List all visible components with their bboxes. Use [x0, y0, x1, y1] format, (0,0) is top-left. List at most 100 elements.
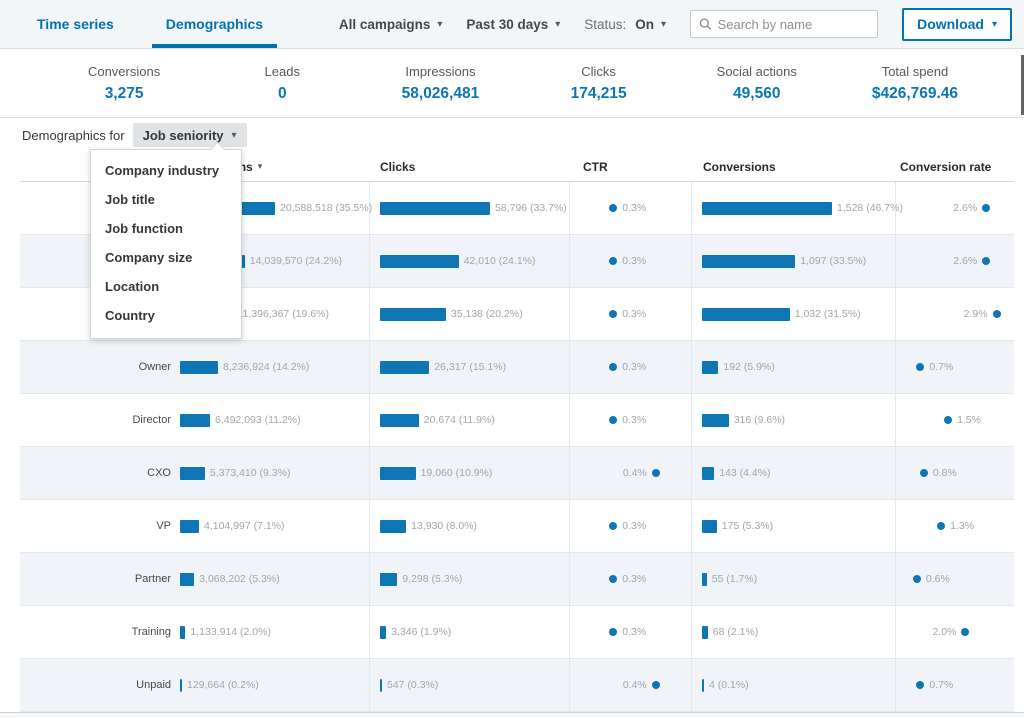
ctr-value: 0.3% [622, 202, 647, 214]
tab-demographics[interactable]: Demographics [151, 0, 278, 48]
status-dropdown[interactable]: Status: On ▾ [584, 17, 666, 32]
summary-stats-row: Conversions 3,275 Leads 0 Impressions 58… [0, 49, 1024, 118]
table-row: VP 4,104,997 (7.1%) 13,930 (8.0%) 0.3% 175 (… [20, 500, 1014, 553]
conversions: 316 (9.6%) [692, 394, 896, 446]
conversions-value: 192 (5.9%) [723, 361, 775, 373]
column-header-conversion-rate[interactable]: Conversion rate [900, 159, 992, 174]
impressions-value: 6,492,093 (11.2%) [215, 414, 301, 426]
clicks: 9,298 (5.3%) [370, 553, 570, 605]
clicks-bar [380, 413, 419, 427]
conversion-rate: 2.9% [896, 288, 1014, 340]
conversions-bar [702, 519, 717, 533]
status-value: On [635, 16, 655, 32]
ctr-value: 0.3% [622, 520, 647, 532]
ctr-value: 0.3% [622, 573, 647, 585]
menu-item-company-industry[interactable]: Company industry [105, 163, 220, 178]
column-header-conversions[interactable]: Conversions [703, 159, 776, 174]
conversions-value: 316 (9.6%) [733, 414, 786, 426]
stat-value: $426,769.46 [871, 84, 959, 102]
impressions-value: 20,588,518 (35.5%) [280, 202, 373, 214]
conversions-bar [702, 201, 832, 215]
impressions-bar [180, 678, 182, 692]
stat-total-spend: Total spend $426,769.46 [836, 64, 994, 103]
conversion-rate: 2.0% [896, 606, 1014, 658]
menu-item-country[interactable]: Country [105, 308, 155, 323]
impressions-bar [180, 413, 210, 427]
column-header-ctr[interactable]: CTR [583, 159, 608, 174]
clicks-value: 58,796 (33.7%) [495, 202, 567, 214]
segment-impressions-cell: Unpaid 129,664 (0.2%) [20, 659, 370, 711]
clicks-value: 13,930 (8.0%) [411, 520, 478, 532]
date-range-dropdown[interactable]: Past 30 days ▾ [466, 17, 560, 32]
conversions: 1,097 (33.5%) [692, 235, 896, 287]
search-input[interactable] [717, 16, 870, 32]
clicks-bar [380, 678, 382, 692]
stat-clicks: Clicks 174,215 [520, 64, 678, 103]
ctr-value: 0.3% [622, 414, 647, 426]
segment-label: Training [131, 626, 171, 638]
clicks-value: 26,317 (15.1%) [434, 361, 507, 373]
stat-label: Total spend [881, 63, 949, 79]
ctr: 0.3% [570, 288, 692, 340]
download-label: Download [917, 16, 984, 32]
menu-item-job-function[interactable]: Job function [105, 221, 183, 236]
segment-label: Partner [134, 573, 171, 585]
ctr-value: 0.3% [622, 308, 647, 320]
bottom-divider [0, 712, 1024, 718]
conversions-value: 1,097 (33.5%) [800, 255, 867, 267]
ctr-dot [609, 363, 618, 371]
download-button[interactable]: Download ▾ [902, 7, 1012, 41]
impressions-value: 1,133,914 (2.0%) [190, 626, 271, 638]
conversions-bar [702, 413, 729, 427]
clicks-value: 19,060 (10.9%) [420, 467, 493, 479]
stat-value: 174,215 [570, 84, 627, 102]
table-row: CXO 5,373,410 (9.3%) 19,060 (10.9%) 0.4% 143… [20, 447, 1014, 500]
chevron-down-icon: ▾ [555, 18, 561, 30]
conversions-value: 1,032 (31.5%) [794, 308, 861, 320]
ctr-dot [609, 416, 618, 424]
segment-impressions-cell: Owner 8,236,924 (14.2%) [20, 341, 370, 393]
conversions: 175 (5.3%) [692, 500, 896, 552]
dimension-selected-value: Job seniority [142, 127, 224, 143]
conversions: 68 (2.1%) [692, 606, 896, 658]
conversions-value: 175 (5.3%) [721, 520, 774, 532]
dimension-select-button[interactable]: Job seniority ▾ [132, 123, 247, 147]
menu-item-location[interactable]: Location [105, 279, 160, 294]
conversions-value: 4 (0.1%) [709, 679, 749, 691]
stat-conversions: Conversions 3,275 [45, 64, 203, 103]
search-icon [699, 18, 712, 30]
clicks-value: 35,138 (20.2%) [450, 308, 523, 320]
conversion-rate: 1.5% [896, 394, 1014, 446]
ctr-value: 0.4% [622, 467, 647, 479]
menu-item-company-size[interactable]: Company size [105, 250, 193, 265]
conversion-rate-dot [961, 628, 970, 636]
impressions-value: 4,104,997 (7.1%) [204, 520, 285, 532]
conversion-rate-value: 0.7% [929, 361, 954, 373]
clicks-value: 3,346 (1.9%) [391, 626, 452, 638]
impressions-value: 129,664 (0.2%) [187, 679, 259, 691]
segment-impressions-cell: Director 6,492,093 (11.2%) [20, 394, 370, 446]
stat-value: 0 [277, 84, 287, 102]
conversion-rate-value: 2.6% [953, 202, 978, 214]
conversions: 1,032 (31.5%) [692, 288, 896, 340]
campaigns-filter-dropdown[interactable]: All campaigns ▾ [339, 17, 443, 32]
ctr: 0.3% [570, 235, 692, 287]
impressions-bar [180, 572, 195, 586]
conversions: 1,528 (46.7%) [692, 182, 903, 234]
clicks-bar [380, 254, 459, 268]
segment-label: Unpaid [136, 679, 171, 691]
conversion-rate-dot [919, 469, 928, 477]
impressions-bar [180, 466, 205, 480]
stat-impressions: Impressions 58,026,481 [361, 64, 519, 103]
conversion-rate: 0.7% [896, 659, 1014, 711]
menu-item-job-title[interactable]: Job title [105, 192, 155, 207]
clicks-value: 42,010 (24.1%) [463, 255, 536, 267]
demographics-selector-bar: Demographics for Job seniority ▾ Company… [0, 118, 1024, 339]
tab-time-series[interactable]: Time series [37, 16, 114, 32]
conversions-value: 68 (2.1%) [712, 626, 759, 638]
segment-label: CXO [147, 467, 171, 479]
ctr: 0.3% [570, 553, 692, 605]
ctr-dot [609, 310, 618, 318]
scrollbar-thumb[interactable] [1021, 55, 1024, 115]
column-header-clicks[interactable]: Clicks [380, 159, 416, 174]
